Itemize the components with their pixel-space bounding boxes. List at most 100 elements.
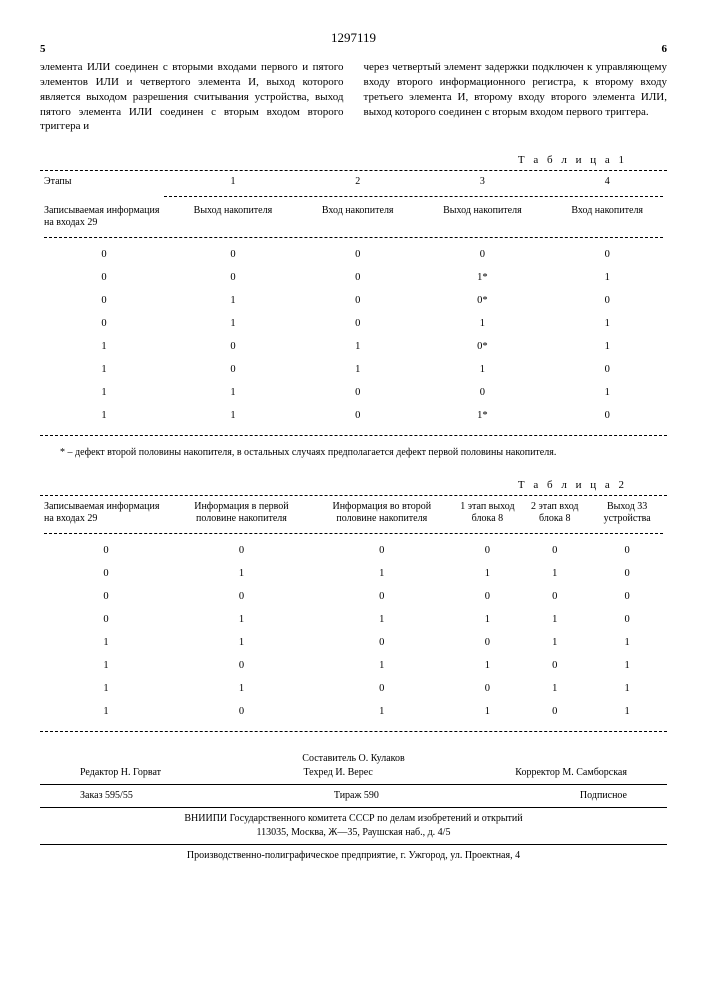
table-cell: 1 [40, 335, 168, 358]
table-cell: 0 [453, 631, 523, 654]
table-row: 011110 [40, 608, 667, 631]
table-cell: 1 [168, 312, 298, 335]
table-cell: 0 [172, 539, 311, 562]
table2-title: Т а б л и ц а 2 [40, 479, 627, 491]
table-row: 101101 [40, 700, 667, 723]
table-cell: 0 [172, 585, 311, 608]
table-cell: 0 [298, 381, 418, 404]
table-cell: 0 [311, 539, 453, 562]
table-cell: 0 [587, 608, 667, 631]
table-cell: 0 [453, 539, 523, 562]
table-cell: 1 [522, 631, 587, 654]
table-cell: 0 [587, 562, 667, 585]
table-cell: 1 [547, 312, 667, 335]
table2-header: Записываемая информация на входах 29 [40, 498, 172, 528]
table-cell: 1 [522, 608, 587, 631]
table2-header: Выход 33 устройства [587, 498, 667, 528]
footer: Составитель О. Кулаков Редактор Н. Горва… [40, 752, 667, 863]
table-cell: 1 [311, 654, 453, 677]
table-cell: 0 [40, 312, 168, 335]
table-cell: 0 [40, 585, 172, 608]
table-row: 0100*0 [40, 289, 667, 312]
table-cell: 1 [453, 562, 523, 585]
table-cell: 0* [417, 335, 547, 358]
table2-header: 1 этап выход блока 8 [453, 498, 523, 528]
table1-footnote: * – дефект второй половины накопителя, в… [60, 446, 647, 459]
table-cell: 0 [298, 243, 418, 266]
table1-header: Записываемая информация на входах 29 [40, 202, 168, 232]
table-cell: 1 [453, 700, 523, 723]
footer-line2: 113035, Москва, Ж—35, Раушская наб., д. … [40, 826, 667, 840]
table-cell: 0 [172, 654, 311, 677]
table-cell: 0 [417, 381, 547, 404]
table-cell: 0 [547, 243, 667, 266]
table-row: 000000 [40, 539, 667, 562]
table-cell: 0 [587, 539, 667, 562]
table-cell: 1 [417, 312, 547, 335]
table-cell: 0 [453, 677, 523, 700]
table-cell: 0 [522, 654, 587, 677]
table1-header: Выход накопителя [417, 202, 547, 232]
table-cell: 0 [298, 312, 418, 335]
table-cell: 0 [40, 608, 172, 631]
table-row: 10110 [40, 358, 667, 381]
tech: Техред И. Верес [303, 766, 372, 780]
table1-header-top: 4 [547, 173, 667, 191]
table-cell: 1 [40, 381, 168, 404]
col-num-right: 6 [662, 42, 668, 57]
table-cell: 0 [547, 289, 667, 312]
table-cell: 0 [522, 700, 587, 723]
table-row: 110011 [40, 677, 667, 700]
table-cell: 1 [298, 358, 418, 381]
table-row: 11001 [40, 381, 667, 404]
table-cell: 0 [311, 585, 453, 608]
table-cell: 0 [522, 539, 587, 562]
table-cell: 1 [547, 335, 667, 358]
table-cell: 0 [172, 700, 311, 723]
table-cell: 1 [172, 677, 311, 700]
table1-header: Вход накопителя [298, 202, 418, 232]
text-columns: 5 элемента ИЛИ соединен с вторыми входам… [40, 60, 667, 134]
table-cell: 0 [298, 266, 418, 289]
table-cell: 0 [168, 266, 298, 289]
table1-header: Вход накопителя [547, 202, 667, 232]
right-text: через четвертый элемент задержки подключ… [364, 61, 668, 118]
table1-header-top: 3 [417, 173, 547, 191]
table1-header: Выход накопителя [168, 202, 298, 232]
table-cell: 1 [587, 631, 667, 654]
table-cell: 0 [40, 562, 172, 585]
table-cell: 0 [40, 289, 168, 312]
editor: Редактор Н. Горват [80, 766, 161, 780]
table-cell: 1 [172, 631, 311, 654]
table-cell: 1 [587, 654, 667, 677]
table-cell: 1* [417, 404, 547, 427]
table-cell: 1 [168, 381, 298, 404]
table-cell: 1 [522, 677, 587, 700]
table-cell: 1 [453, 608, 523, 631]
table2-header: Информация в первой половине накопителя [172, 498, 311, 528]
subscr: Подписное [580, 789, 627, 803]
left-column: 5 элемента ИЛИ соединен с вторыми входам… [40, 60, 344, 134]
table-row: 000000 [40, 585, 667, 608]
table-row: 1010*1 [40, 335, 667, 358]
table-row: 011110 [40, 562, 667, 585]
table-cell: 1 [40, 677, 172, 700]
table-cell: 1 [40, 404, 168, 427]
table-cell: 1 [40, 654, 172, 677]
footer-line1: ВНИИПИ Государственного комитета СССР по… [40, 812, 667, 826]
table1-header-top: 1 [168, 173, 298, 191]
order: Заказ 595/55 [80, 789, 133, 803]
table-cell: 0 [168, 358, 298, 381]
table-cell: 1 [311, 562, 453, 585]
right-column: 6 через четвертый элемент задержки подкл… [364, 60, 668, 134]
corrector: Корректор М. Самборская [515, 766, 627, 780]
table-cell: 0 [417, 243, 547, 266]
table-cell: 0 [522, 585, 587, 608]
table-cell: 1 [168, 289, 298, 312]
table-cell: 0* [417, 289, 547, 312]
compiler: Составитель О. Кулаков [40, 752, 667, 766]
table-cell: 1 [547, 266, 667, 289]
footer-line3: Производственно-полиграфическое предприя… [40, 849, 667, 863]
table-cell: 1 [40, 700, 172, 723]
table-cell: 0 [40, 243, 168, 266]
